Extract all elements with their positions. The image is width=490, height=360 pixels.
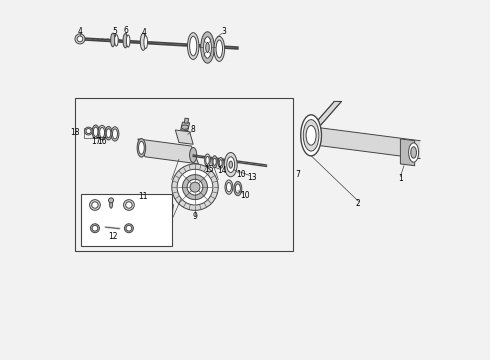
Text: 17: 17 (91, 137, 100, 146)
Ellipse shape (218, 157, 223, 168)
Ellipse shape (86, 129, 91, 134)
Ellipse shape (126, 35, 130, 47)
Circle shape (182, 175, 207, 200)
Ellipse shape (301, 115, 321, 156)
Ellipse shape (124, 224, 133, 233)
Text: 12: 12 (108, 232, 118, 241)
Text: 6: 6 (124, 26, 129, 35)
Ellipse shape (201, 32, 214, 63)
Ellipse shape (220, 159, 222, 166)
Text: 3: 3 (221, 27, 226, 36)
Polygon shape (85, 38, 238, 49)
Circle shape (172, 164, 218, 210)
Text: 15: 15 (204, 165, 213, 174)
Ellipse shape (409, 143, 418, 162)
Ellipse shape (111, 127, 119, 141)
Text: 8: 8 (191, 126, 196, 135)
Text: 5: 5 (112, 27, 117, 36)
Text: 10: 10 (240, 190, 250, 199)
Ellipse shape (213, 158, 216, 165)
Ellipse shape (140, 33, 146, 50)
Ellipse shape (98, 125, 106, 140)
Ellipse shape (90, 200, 100, 210)
Circle shape (177, 169, 213, 205)
Ellipse shape (99, 127, 104, 138)
Polygon shape (400, 139, 415, 166)
Text: 14: 14 (217, 166, 226, 175)
Ellipse shape (106, 129, 111, 138)
Circle shape (187, 179, 203, 195)
Circle shape (109, 198, 114, 203)
Ellipse shape (234, 181, 242, 196)
Text: 2: 2 (355, 199, 360, 208)
Ellipse shape (206, 42, 209, 53)
Ellipse shape (212, 156, 218, 168)
Text: 1: 1 (398, 174, 403, 183)
Ellipse shape (205, 154, 210, 167)
Text: 13: 13 (247, 173, 257, 182)
Ellipse shape (92, 202, 98, 208)
Text: 18: 18 (70, 129, 79, 138)
Ellipse shape (188, 33, 199, 59)
Text: 4: 4 (142, 28, 147, 37)
Polygon shape (181, 122, 190, 131)
Text: 10: 10 (237, 170, 246, 179)
Circle shape (77, 36, 83, 42)
Ellipse shape (110, 201, 113, 208)
Polygon shape (184, 118, 189, 123)
Ellipse shape (123, 200, 134, 210)
Ellipse shape (224, 153, 237, 177)
Ellipse shape (206, 157, 209, 164)
Ellipse shape (92, 225, 98, 231)
Ellipse shape (225, 180, 233, 194)
Text: 7: 7 (295, 171, 300, 180)
Ellipse shape (105, 126, 112, 140)
Ellipse shape (113, 129, 118, 139)
Ellipse shape (126, 225, 132, 231)
Ellipse shape (190, 148, 197, 162)
Ellipse shape (411, 147, 416, 158)
Ellipse shape (303, 120, 319, 151)
Ellipse shape (226, 183, 231, 192)
Circle shape (75, 34, 85, 44)
Ellipse shape (123, 33, 128, 48)
Ellipse shape (190, 36, 197, 56)
Bar (81, 194, 172, 246)
Ellipse shape (137, 139, 146, 157)
Ellipse shape (306, 126, 316, 145)
Ellipse shape (111, 33, 115, 47)
Ellipse shape (139, 141, 144, 154)
Ellipse shape (235, 184, 241, 193)
Ellipse shape (126, 202, 132, 208)
Ellipse shape (144, 36, 147, 49)
Ellipse shape (214, 36, 224, 62)
Polygon shape (309, 126, 420, 158)
Text: 11: 11 (139, 192, 148, 201)
Ellipse shape (92, 125, 99, 139)
Ellipse shape (115, 35, 118, 46)
Text: 4: 4 (77, 27, 82, 36)
Polygon shape (309, 102, 342, 130)
Circle shape (190, 182, 200, 192)
Ellipse shape (94, 127, 98, 136)
Ellipse shape (85, 127, 93, 135)
Polygon shape (138, 139, 198, 164)
Ellipse shape (203, 37, 211, 58)
Ellipse shape (227, 157, 235, 172)
Bar (83, 128, 109, 138)
Ellipse shape (181, 125, 189, 129)
Ellipse shape (229, 161, 232, 168)
Text: 9: 9 (193, 212, 197, 221)
Bar (75, 98, 293, 251)
Text: 16: 16 (98, 137, 107, 146)
Ellipse shape (216, 40, 222, 58)
Polygon shape (175, 130, 193, 144)
Ellipse shape (91, 224, 99, 233)
